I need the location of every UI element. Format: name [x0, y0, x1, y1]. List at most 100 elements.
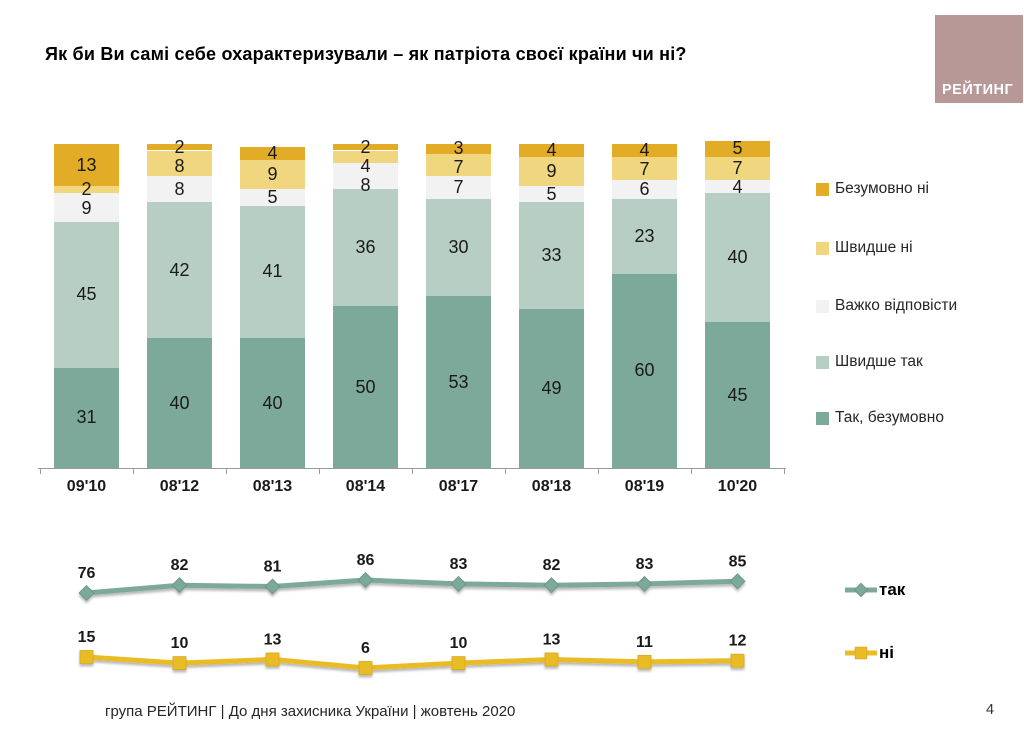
bar-segment [705, 179, 770, 193]
line-chart: 76 82 81 86 83 82 83 85 15 10 13 6 10 13 11 12 [78, 552, 747, 675]
bar-segment [240, 147, 305, 161]
legend-swatch-hard-to-say [816, 299, 829, 313]
bar-value-label: 23 [634, 225, 655, 246]
bar-value-label: 2 [174, 137, 185, 157]
bar-value-label: 60 [634, 360, 655, 381]
bar-value-label: 49 [541, 378, 562, 399]
line-value-label: 86 [357, 552, 375, 569]
bar-value-label: 8 [174, 178, 185, 199]
bar-segment [333, 144, 398, 151]
bar-value-label: 36 [355, 237, 376, 258]
legend-swatch-definitely-yes [816, 411, 829, 425]
line-value-label: 11 [636, 634, 653, 651]
x-axis-label: 08'12 [159, 478, 200, 495]
line-value-label: 13 [543, 631, 561, 648]
stacked-bar: 2 4 8 36 50 [333, 138, 398, 468]
line-value-label: 10 [450, 635, 468, 652]
bar-segment [426, 144, 491, 154]
legend-label: Безумовно ні [835, 180, 929, 197]
legend-item-yes: так [843, 580, 905, 600]
x-axis-label: 09'10 [66, 478, 107, 495]
bar-value-label: 2 [81, 178, 92, 199]
bar-segment [612, 144, 677, 157]
bar-segment [240, 189, 305, 206]
bar-value-label: 53 [448, 371, 469, 392]
bar-value-label: 7 [453, 157, 464, 178]
bar-value-label: 2 [360, 137, 371, 157]
x-axis-label: 08'13 [252, 478, 293, 495]
bar-segment [705, 156, 770, 180]
legend-item: Так, безумовно [816, 409, 944, 427]
bar-segment [519, 156, 584, 187]
slide-title: Як би Ви самі себе охарактеризували – як… [45, 44, 687, 64]
bar-segment [54, 221, 119, 368]
stacked-bar: 13 2 9 45 31 [54, 144, 119, 468]
no-line-marker-icon [845, 646, 877, 660]
bar-segment [426, 176, 491, 200]
x-axis-label: 10'20 [717, 478, 758, 495]
legend-label: Швидше ні [835, 239, 913, 256]
legend-item-no: ні [843, 643, 894, 663]
bar-value-label: 4 [267, 143, 278, 164]
x-axis-tick [226, 468, 227, 474]
line-series-так [78, 571, 746, 602]
bar-segment [519, 186, 584, 203]
bar-chart-legend: Безумовно ні Швидше ні Важко відповісти … [816, 180, 1016, 460]
bar-segment [54, 186, 119, 193]
line-value-label: 81 [264, 559, 282, 576]
rating-logo: РЕЙТИНГ [935, 15, 1023, 103]
page-number: 4 [986, 702, 995, 718]
bar-segment [426, 296, 491, 468]
x-axis-tick [505, 468, 506, 474]
bar-value-label: 6 [639, 178, 650, 199]
bar-segment [147, 150, 212, 177]
bar-value-label: 3 [453, 138, 464, 159]
x-axis-tick [691, 468, 692, 474]
bar-segment [333, 163, 398, 190]
bar-value-label: 9 [267, 164, 278, 185]
bar-segment [147, 144, 212, 151]
bar-segment [612, 199, 677, 274]
legend-label: Так, безумовно [835, 409, 944, 426]
stacked-bar: 4 9 5 41 40 [240, 143, 305, 468]
x-axis-tick [784, 468, 785, 474]
bar-value-label: 7 [639, 158, 650, 179]
stacked-bar: 5 7 4 40 45 [705, 139, 770, 468]
x-axis-tick [40, 468, 41, 474]
bar-value-label: 9 [546, 161, 557, 182]
x-axis-tick [133, 468, 134, 474]
bar-value-label: 5 [546, 183, 557, 204]
bar-value-label: 40 [169, 392, 190, 413]
line-value-label: 82 [543, 557, 561, 574]
bar-value-label: 13 [76, 154, 97, 175]
bar-value-label: 9 [81, 197, 92, 218]
bar-value-label: 42 [169, 259, 190, 280]
line-value-label: 85 [729, 553, 747, 570]
legend-item: Безумовно ні [816, 180, 929, 198]
legend-swatch-definitely-no [816, 182, 829, 196]
x-axis-label: 08'19 [624, 478, 665, 495]
legend-swatch-rather-yes [816, 355, 829, 369]
x-axis-label: 08'18 [531, 478, 572, 495]
bar-segment [240, 160, 305, 190]
bar-value-label: 50 [355, 376, 376, 397]
bar-segment [612, 273, 677, 468]
legend-label: ні [879, 643, 894, 662]
bar-value-label: 30 [448, 237, 469, 258]
footer-source-text: група РЕЙТИНГ | До дня захисника України… [105, 703, 516, 720]
legend-label: Важко відповісти [835, 297, 958, 314]
legend-item: Швидше так [816, 353, 923, 371]
bar-value-label: 8 [174, 156, 185, 176]
line-value-label: 82 [171, 557, 189, 574]
legend-item: Важко відповісти [816, 297, 957, 315]
bar-segment [705, 192, 770, 323]
stacked-bar-chart: 13 2 9 45 31 09'10 2 8 8 42 40 08'12 4 9 5 41 40 08'13 2 4 8… [38, 137, 786, 500]
bar-value-label: 4 [639, 139, 650, 160]
line-value-label: 76 [78, 565, 96, 582]
line-value-label: 83 [450, 556, 468, 573]
line-chart-legend: так ні [843, 568, 1013, 678]
line-value-label: 13 [264, 631, 282, 648]
legend-swatch-rather-no [816, 241, 829, 255]
stacked-bar: 3 7 7 30 53 [426, 139, 491, 468]
x-axis-tick [598, 468, 599, 474]
